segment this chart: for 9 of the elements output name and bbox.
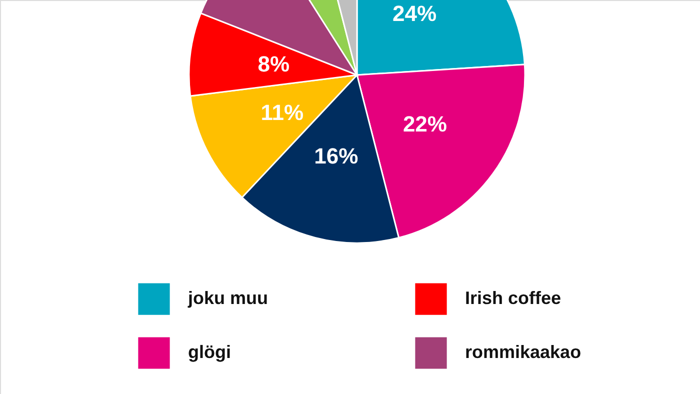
data-label: 16% [314, 143, 358, 168]
legend-label: rommikaakao [465, 342, 582, 362]
legend-label: joku muu [187, 288, 268, 308]
data-label: 22% [402, 111, 447, 136]
legend-label: Irish coffee [465, 288, 562, 308]
data-label: 11% [260, 100, 304, 126]
legend-label: glögi [188, 342, 231, 362]
data-label: 24% [392, 0, 437, 26]
data-label: 8% [258, 51, 290, 76]
